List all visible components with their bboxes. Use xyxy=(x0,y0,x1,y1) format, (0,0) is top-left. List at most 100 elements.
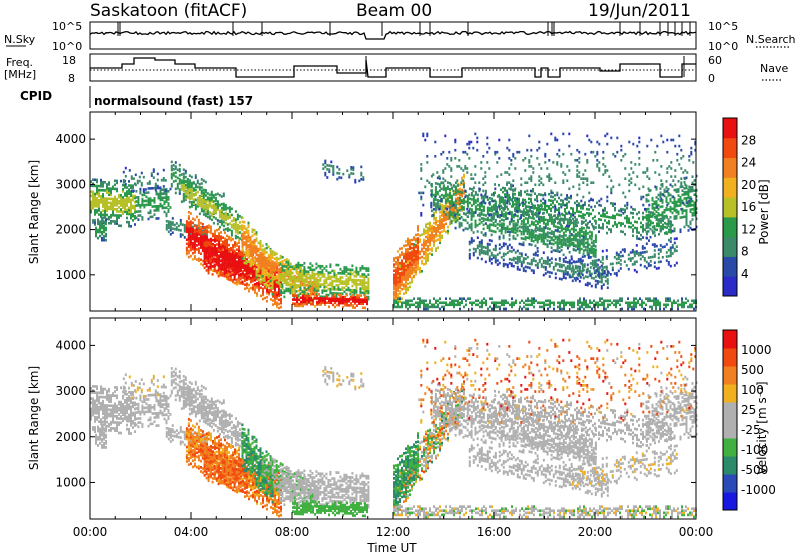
range-cell xyxy=(625,301,627,305)
range-cell xyxy=(234,218,237,221)
range-cell xyxy=(265,243,268,246)
range-cell xyxy=(239,265,242,269)
range-cell xyxy=(335,275,338,279)
range-cell xyxy=(249,250,252,254)
range-cell xyxy=(261,254,264,258)
range-cell xyxy=(488,218,491,222)
range-cell xyxy=(573,305,575,309)
range-cell xyxy=(280,293,282,297)
range-cell xyxy=(429,227,431,231)
range-cell xyxy=(494,230,497,234)
range-cell xyxy=(238,249,240,253)
range-cell xyxy=(486,208,489,212)
range-cell xyxy=(251,228,254,231)
range-cell xyxy=(499,301,501,305)
range-cell xyxy=(299,268,302,271)
range-cell xyxy=(316,297,318,300)
range-cell xyxy=(327,293,330,297)
range-cell xyxy=(498,201,501,205)
range-cell xyxy=(126,202,128,205)
range-cell xyxy=(232,246,234,249)
range-cell xyxy=(256,265,258,269)
range-cell xyxy=(221,247,224,251)
range-cell xyxy=(235,262,238,265)
range-cell xyxy=(457,215,459,218)
range-cell xyxy=(355,281,358,284)
range-cell xyxy=(207,265,210,269)
range-cell xyxy=(155,192,158,196)
range-cell xyxy=(210,225,212,229)
range-cell xyxy=(250,276,252,280)
range-cell xyxy=(319,264,322,268)
range-cell xyxy=(276,271,278,274)
range-cell xyxy=(395,275,397,278)
range-cell xyxy=(446,193,449,197)
range-cell xyxy=(615,299,617,303)
range-cell xyxy=(403,267,405,270)
range-cell xyxy=(249,260,252,264)
range-cell xyxy=(163,192,166,195)
range-cell xyxy=(116,222,118,225)
range-cell xyxy=(435,223,437,226)
range-cell xyxy=(474,205,477,208)
range-cell xyxy=(362,302,364,306)
range-cell xyxy=(200,240,202,243)
range-cell xyxy=(241,257,244,260)
range-cell xyxy=(338,301,340,305)
range-cell xyxy=(534,236,537,239)
range-cell xyxy=(296,304,298,308)
range-cell xyxy=(665,305,667,309)
range-cell xyxy=(450,186,453,190)
range-cell xyxy=(401,277,403,281)
range-cell xyxy=(407,288,409,292)
range-cell xyxy=(511,303,513,307)
range-cell xyxy=(221,253,224,257)
range-cell xyxy=(486,224,489,228)
range-cell xyxy=(262,283,264,286)
range-cell xyxy=(425,256,427,259)
range-cell xyxy=(490,229,493,233)
range-cell xyxy=(204,210,207,213)
range-cell xyxy=(197,218,200,222)
range-cell xyxy=(482,223,485,227)
range-cell xyxy=(188,187,191,191)
range-cell xyxy=(669,299,671,303)
range-cell xyxy=(299,292,302,295)
range-cell xyxy=(283,269,286,272)
range-cell xyxy=(308,294,310,298)
range-cell xyxy=(194,203,197,207)
range-cell xyxy=(492,216,495,219)
range-cell xyxy=(147,203,150,207)
range-cell xyxy=(552,238,555,242)
range-cell xyxy=(224,211,227,215)
range-cell xyxy=(311,270,314,274)
range-cell xyxy=(302,304,304,308)
range-cell xyxy=(444,207,447,210)
range-cell xyxy=(190,185,193,189)
range-cell xyxy=(116,197,118,201)
range-cell xyxy=(270,298,272,301)
range-cell xyxy=(230,213,233,217)
range-cell xyxy=(170,164,173,168)
range-cell xyxy=(455,201,457,205)
range-cell xyxy=(274,298,276,301)
range-cell xyxy=(188,193,191,197)
range-cell xyxy=(649,305,651,309)
range-cell xyxy=(511,297,513,300)
range-cell xyxy=(96,190,98,194)
range-cell xyxy=(455,299,457,303)
range-cell xyxy=(397,256,399,259)
range-cell xyxy=(234,210,237,213)
range-cell xyxy=(587,305,589,309)
range-cell xyxy=(271,274,274,278)
range-cell xyxy=(395,281,397,284)
range-cell xyxy=(429,244,431,247)
range-cell xyxy=(247,260,250,263)
range-cell xyxy=(186,192,189,195)
range-cell xyxy=(314,297,316,300)
range-cell xyxy=(157,194,160,198)
range-cell xyxy=(538,225,541,228)
range-cell xyxy=(597,303,599,307)
range-cell xyxy=(494,210,497,214)
freq-spikes xyxy=(365,56,685,77)
